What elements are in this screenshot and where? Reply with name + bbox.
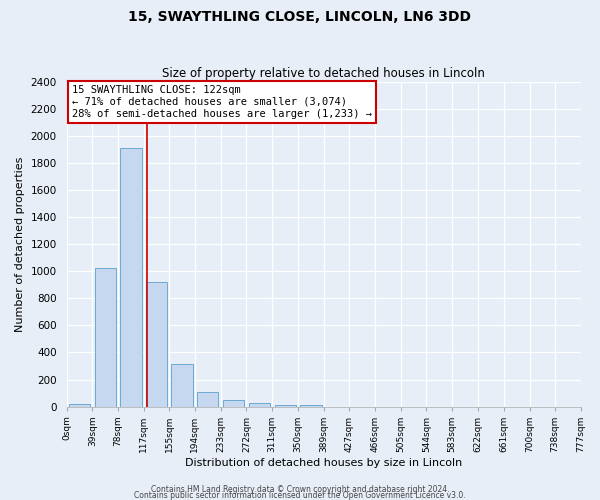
Bar [146,282,167,406]
Bar [197,392,218,406]
Text: Contains public sector information licensed under the Open Government Licence v3: Contains public sector information licen… [134,490,466,500]
Text: 15, SWAYTHLING CLOSE, LINCOLN, LN6 3DD: 15, SWAYTHLING CLOSE, LINCOLN, LN6 3DD [128,10,472,24]
Bar [275,404,296,406]
Bar [172,364,193,406]
Text: Contains HM Land Registry data © Crown copyright and database right 2024.: Contains HM Land Registry data © Crown c… [151,484,449,494]
X-axis label: Distribution of detached houses by size in Lincoln: Distribution of detached houses by size … [185,458,462,468]
Bar [249,403,270,406]
Y-axis label: Number of detached properties: Number of detached properties [15,156,25,332]
Bar [223,400,244,406]
Bar [121,148,142,406]
Bar [69,404,90,406]
Title: Size of property relative to detached houses in Lincoln: Size of property relative to detached ho… [162,66,485,80]
Bar [95,268,116,406]
Text: 15 SWAYTHLING CLOSE: 122sqm
← 71% of detached houses are smaller (3,074)
28% of : 15 SWAYTHLING CLOSE: 122sqm ← 71% of det… [71,86,371,118]
